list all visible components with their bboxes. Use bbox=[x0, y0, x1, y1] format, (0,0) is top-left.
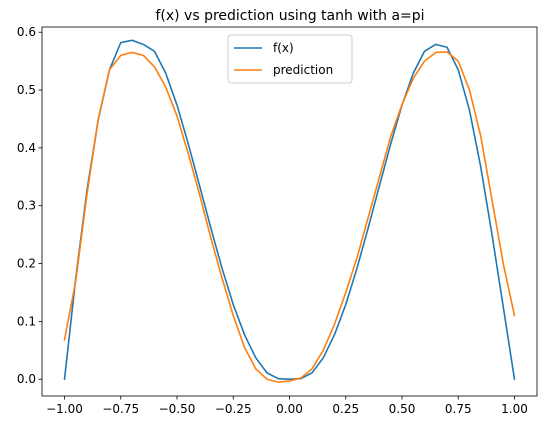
x-tick-label: 0.50 bbox=[389, 402, 416, 416]
chart-title: f(x) vs prediction using tanh with a=pi bbox=[155, 8, 424, 24]
series-line-prediction bbox=[63, 51, 516, 383]
legend-label: prediction bbox=[273, 63, 333, 77]
x-tick-label: 0.75 bbox=[445, 402, 472, 416]
y-tick-label: 0.2 bbox=[17, 257, 36, 271]
x-tick-label: −0.25 bbox=[215, 402, 252, 416]
legend-box bbox=[227, 34, 353, 84]
series-line-fx bbox=[63, 39, 516, 381]
x-tick-label: 0.25 bbox=[332, 402, 359, 416]
legend-label: f(x) bbox=[273, 41, 294, 55]
y-tick-label: 0.0 bbox=[17, 372, 36, 386]
x-axis: −1.00 −0.75 −0.50 −0.25 0.00 0.25 0.50 0.75 1.00 bbox=[46, 396, 528, 416]
x-tick-label: −1.00 bbox=[46, 402, 83, 416]
y-tick-label: 0.1 bbox=[17, 314, 36, 328]
legend: f(x) prediction bbox=[227, 34, 353, 84]
y-tick-label: 0.6 bbox=[17, 25, 36, 39]
x-tick-label: −0.50 bbox=[159, 402, 196, 416]
y-tick-label: 0.3 bbox=[17, 199, 36, 213]
y-axis: 0.0 0.1 0.2 0.3 0.4 0.5 0.6 bbox=[17, 25, 42, 386]
y-tick-label: 0.4 bbox=[17, 141, 36, 155]
x-tick-label: −0.75 bbox=[102, 402, 139, 416]
y-tick-label: 0.5 bbox=[17, 83, 36, 97]
x-tick-label: 0.00 bbox=[276, 402, 303, 416]
x-tick-label: 1.00 bbox=[501, 402, 528, 416]
